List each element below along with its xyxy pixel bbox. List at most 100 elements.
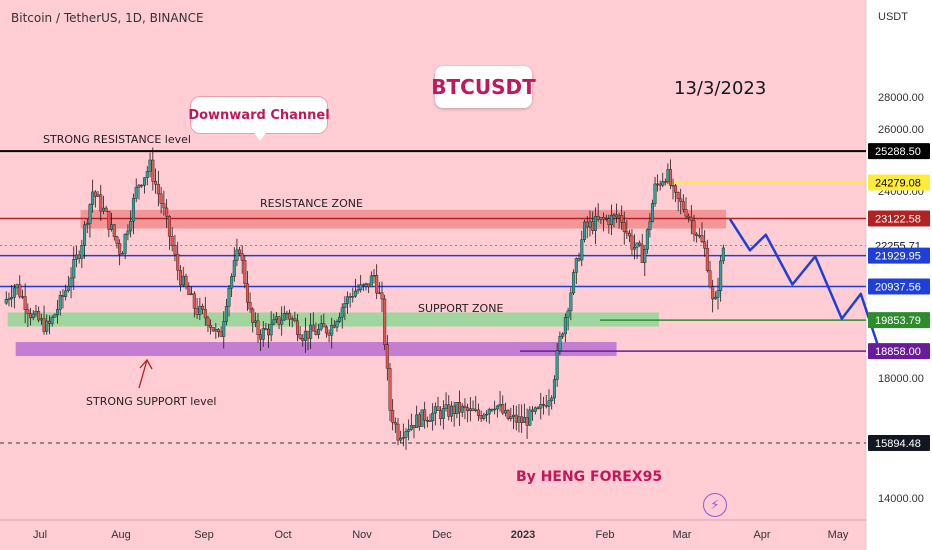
candle-body — [248, 302, 252, 310]
candle-body — [517, 416, 521, 423]
candle-body — [645, 229, 649, 250]
candle-body — [401, 437, 405, 439]
candle-body — [74, 254, 78, 260]
candle-body — [415, 414, 419, 429]
candle-body — [476, 409, 480, 416]
candle-body — [338, 316, 342, 322]
candle-body — [18, 284, 22, 297]
candle-body — [425, 419, 429, 422]
candle-body — [588, 221, 592, 228]
candle-body — [423, 409, 427, 421]
price-tag — [868, 312, 930, 329]
candle-body — [243, 260, 247, 285]
candle-body — [436, 406, 440, 411]
candle-body — [431, 412, 435, 422]
candle-body — [69, 277, 73, 287]
candle-body — [536, 407, 540, 410]
time-tick: Apr — [753, 529, 770, 541]
downward-channel-callout: Downward Channel — [188, 96, 330, 134]
candle-body — [348, 296, 352, 298]
candle-body — [404, 431, 408, 438]
candle-body — [356, 289, 360, 292]
candle-body — [452, 405, 456, 415]
candle-body — [324, 326, 328, 334]
zone-band — [7, 312, 659, 327]
candle-body — [298, 334, 302, 339]
candle-body — [154, 181, 158, 185]
lightning-bolt-icon[interactable]: ⚡ — [703, 493, 727, 517]
candle-body — [661, 181, 665, 186]
candle-body — [602, 217, 606, 220]
candle-body — [137, 184, 141, 188]
time-tick: Aug — [111, 529, 131, 541]
candle-body — [31, 313, 35, 319]
candle-body — [37, 310, 41, 321]
candle-body — [385, 344, 389, 369]
candle-body — [503, 409, 507, 414]
candle-body — [490, 409, 494, 411]
candle-body — [340, 307, 344, 318]
candle-body — [501, 404, 505, 414]
candle-body — [463, 405, 467, 409]
candle-body — [129, 220, 133, 232]
candle-body — [143, 177, 147, 186]
candle-body — [566, 310, 570, 318]
time-tick: 2023 — [511, 529, 535, 541]
candle-body — [66, 286, 70, 291]
candle-body — [528, 409, 532, 426]
candle-body — [485, 413, 489, 416]
price-tag-label: 21929.95 — [875, 251, 921, 263]
candle-body — [544, 404, 548, 407]
candle-body — [547, 400, 551, 407]
candle-body — [539, 404, 543, 409]
candle-body — [708, 270, 712, 287]
candle-body — [120, 253, 124, 255]
candle-body — [458, 402, 462, 413]
candle-body — [583, 221, 587, 240]
candle-body — [630, 235, 634, 250]
candle-body — [346, 296, 350, 304]
price-scale-unit: USDT — [878, 11, 908, 23]
downward-channel-text: Downward Channel — [188, 107, 330, 123]
candle-body — [542, 404, 546, 406]
price-scale-panel — [866, 0, 932, 550]
candle-body — [572, 272, 576, 294]
price-tag-label: 25288.50 — [875, 146, 921, 158]
candle-body — [288, 312, 292, 320]
candle-body — [123, 234, 127, 254]
time-tick: Dec — [432, 529, 452, 541]
candle-body — [206, 317, 210, 326]
candle-body — [369, 275, 373, 288]
candle-body — [711, 286, 715, 300]
candle-body — [101, 207, 105, 212]
candle-body — [56, 309, 60, 315]
price-tag — [868, 247, 930, 264]
candle-body — [272, 319, 276, 325]
candle-body — [319, 323, 323, 330]
price-tag — [868, 143, 930, 160]
candle-body — [455, 402, 459, 415]
price-tick: 26000.00 — [878, 124, 924, 136]
candle-body — [433, 406, 437, 414]
candle-body — [563, 316, 567, 335]
symbol-callout-text: BTCUSDT — [431, 75, 536, 99]
candle-body — [359, 284, 363, 290]
candle-body — [190, 293, 194, 295]
candle-body — [444, 404, 448, 409]
candle-body — [91, 191, 95, 205]
candle-body — [648, 221, 652, 230]
candle-body — [615, 214, 619, 218]
candle-body — [322, 323, 326, 328]
candle-body — [96, 194, 100, 197]
candle-body — [77, 254, 81, 259]
candle-body — [640, 244, 644, 263]
candle-body — [327, 332, 331, 336]
candle-body — [219, 331, 223, 337]
candle-body — [721, 247, 725, 262]
candle-body — [482, 414, 486, 419]
candle-body — [162, 203, 166, 209]
candle-body — [428, 420, 432, 423]
candle-body — [61, 295, 65, 297]
candle-body — [679, 198, 683, 202]
